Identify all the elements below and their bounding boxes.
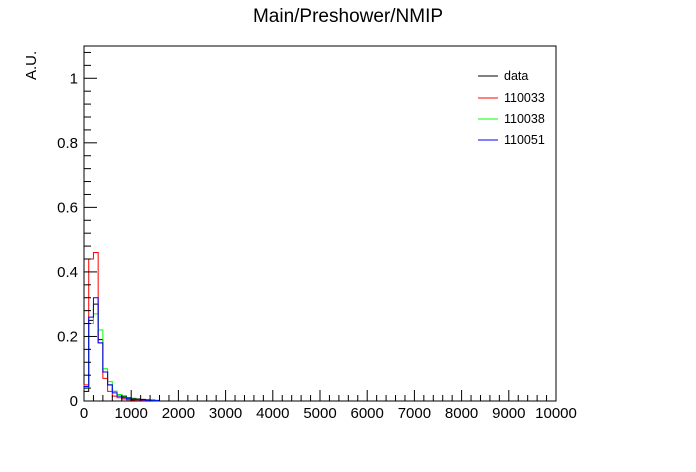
x-tick-label: 1000 <box>115 405 148 422</box>
histogram-layer <box>83 252 161 402</box>
y-tick-label: 0 <box>70 393 78 410</box>
series-110033 <box>83 252 146 402</box>
legend-label-110033: 110033 <box>504 91 545 105</box>
legend-label-110038: 110038 <box>504 112 545 126</box>
y-tick-label: 0.6 <box>57 199 78 216</box>
plot-frame <box>83 45 557 402</box>
y-tick-label: 0.2 <box>57 328 78 345</box>
x-tick-label: 10000 <box>535 405 577 422</box>
x-tick-label: 0 <box>80 405 88 422</box>
legend: data 110033 110038 110051 <box>478 69 545 147</box>
x-tick-label: 2000 <box>162 405 195 422</box>
legend-label-110051: 110051 <box>504 133 545 147</box>
x-tick-label: 8000 <box>445 405 478 422</box>
x-tick-label: 3000 <box>209 405 242 422</box>
x-tick-label: 5000 <box>303 405 336 422</box>
y-tick-label: 0.8 <box>57 135 78 152</box>
chart-title: Main/Preshower/NMIP <box>252 6 444 27</box>
x-tick-label: 9000 <box>492 405 525 422</box>
series-data <box>83 303 161 401</box>
legend-label-data: data <box>504 69 528 83</box>
series-110051 <box>83 297 161 402</box>
axes-layer: 0 1000 2000 3000 4000 5000 6000 7000 8000 9000 100… <box>57 51 577 422</box>
y-tick-label: 0.4 <box>57 264 78 281</box>
x-tick-label: 7000 <box>398 405 431 422</box>
series-110038 <box>83 313 161 402</box>
y-tick-label: 1 <box>70 70 78 87</box>
x-tick-label: 4000 <box>256 405 289 422</box>
x-tick-label: 6000 <box>351 405 384 422</box>
